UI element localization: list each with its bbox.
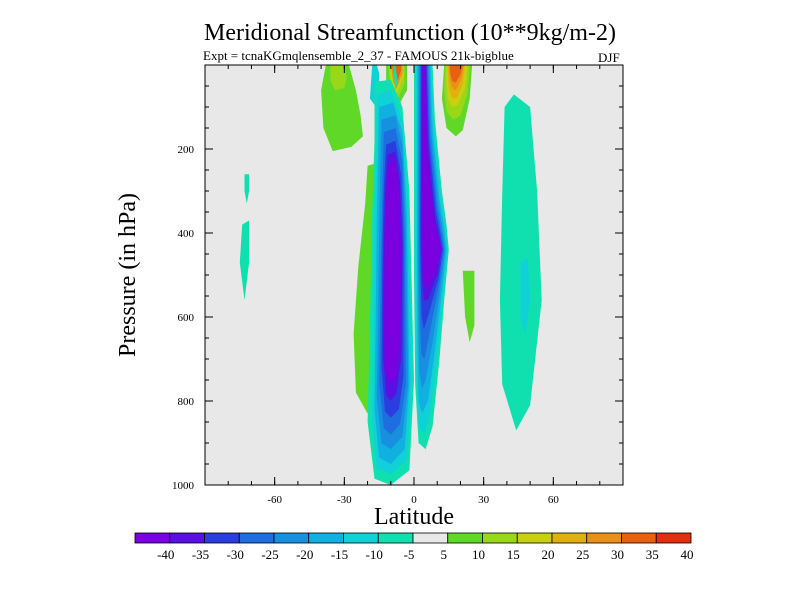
colorbar-swatch [238, 532, 275, 544]
y-tick-label: 600 [178, 312, 195, 324]
colorbar-label: -10 [366, 547, 383, 562]
contour-region-level--5 [239, 220, 250, 301]
colorbar-swatch [551, 532, 588, 544]
colorbar-label: 40 [681, 547, 694, 562]
colorbar-label: 10 [472, 547, 485, 562]
colorbar-swatch [412, 532, 449, 544]
colorbar-label: -30 [227, 547, 244, 562]
y-tick-label: 1000 [172, 480, 195, 492]
x-tick-label: 0 [411, 494, 417, 506]
colorbar-label: 5 [441, 547, 448, 562]
colorbar-label: 15 [507, 547, 520, 562]
x-tick-label: -60 [267, 494, 282, 506]
colorbar-label: -25 [261, 547, 278, 562]
colorbar-swatch [482, 532, 518, 544]
season-label: DJF [598, 50, 620, 65]
contour-region-level--5 [393, 65, 398, 91]
contour-region-level-5 [321, 65, 363, 152]
colorbar-swatch [134, 532, 171, 544]
colorbar-label: 35 [646, 547, 659, 562]
chart-subtitle: Expt = tcnaKGmqlensemble_2_37 - FAMOUS 2… [203, 48, 514, 63]
contour-region-level--5 [244, 174, 250, 204]
plot-axes: -60 -30 0 30 60 200 400 600 800 1000 [172, 64, 624, 506]
colorbar-swatch [204, 532, 240, 544]
colorbar-swatch [273, 532, 310, 544]
colorbar-swatch [343, 532, 379, 544]
colorbar-swatch [169, 532, 205, 544]
x-tick-label: -30 [337, 494, 352, 506]
colorbar-swatch [447, 532, 483, 544]
colorbar-label: 30 [611, 547, 624, 562]
colorbar-label: -35 [192, 547, 209, 562]
x-tick-label: 60 [548, 494, 560, 506]
x-tick-label: 30 [478, 494, 490, 506]
x-axis-label: Latitude [374, 504, 454, 530]
contour-region-level-10 [330, 65, 347, 91]
colorbar-label: -15 [331, 547, 348, 562]
colorbar-label: -40 [157, 547, 174, 562]
y-axis-label: Pressure (in hPa) [115, 193, 141, 357]
colorbar-swatch [586, 532, 622, 544]
y-tick-label: 800 [178, 396, 195, 408]
contour-region-level-35 [450, 65, 463, 83]
contour-region-level--40 [422, 65, 441, 288]
colorbar-swatch [308, 532, 344, 544]
colorbar-label: 20 [542, 547, 555, 562]
chart-title: Meridional Streamfunction (10**9kg/m-2) [204, 20, 616, 46]
contour-region-level--10 [520, 258, 531, 334]
colorbar-label: -5 [404, 547, 415, 562]
colorbar-label: 25 [576, 547, 589, 562]
colorbar-swatch [377, 532, 414, 544]
colorbar-swatch [621, 532, 657, 544]
contour-region-level-5 [462, 270, 475, 343]
y-tick-label: 200 [178, 144, 195, 156]
y-tick-label: 400 [178, 228, 195, 240]
colorbar-swatch [655, 532, 692, 544]
colorbar-label: -20 [296, 547, 313, 562]
contour-plot [205, 65, 623, 485]
contour-region-level--40 [384, 160, 401, 385]
colorbar: -40 -35 -30 -25 -20 -15 -10 -5 5 10 15 20 25 30 35 40 [134, 532, 694, 562]
colorbar-swatch [516, 532, 553, 544]
